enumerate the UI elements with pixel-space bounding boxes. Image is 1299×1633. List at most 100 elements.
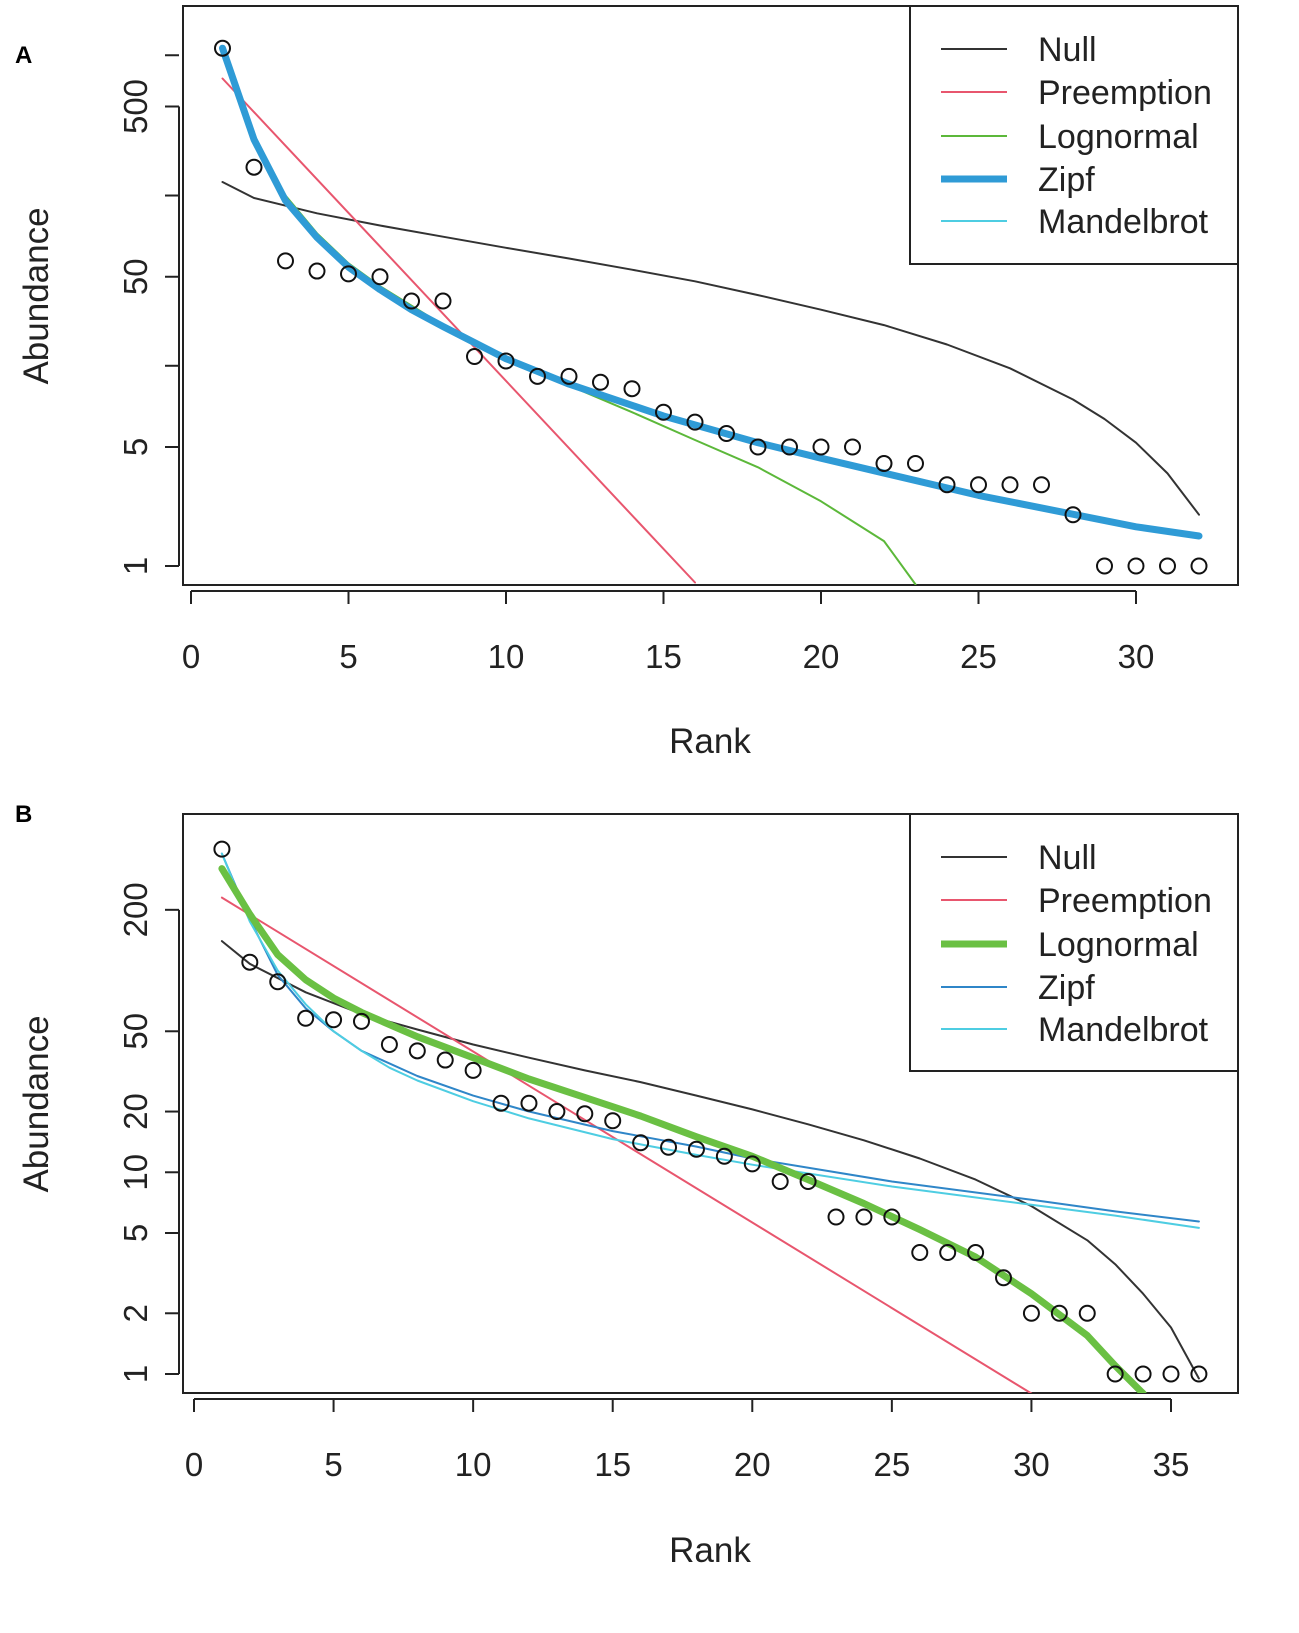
data-point [548,1103,566,1121]
data-point [241,953,259,971]
x-tick-label: 0 [185,1446,203,1483]
data-point [520,1094,538,1112]
panel-letter: B [15,801,32,828]
data-point [655,403,672,421]
x-tick-label: 10 [488,638,525,675]
series-line-zipf [220,852,1200,1223]
legend-label: Zipf [1038,161,1095,199]
data-point [245,158,263,176]
data-point [660,1138,678,1156]
data-point [269,973,287,991]
x-axis: 0 5 10 15 20 25 30 [182,590,1155,675]
data-point [781,438,798,456]
series-line-null [221,181,1200,516]
legend-label: Null [1038,31,1097,69]
y-axis-title: Abundance [17,1015,56,1192]
data-point [743,1155,761,1173]
data-point [352,1012,370,1030]
x-tick-label: 5 [324,1446,342,1483]
data-point [576,1105,594,1123]
x-tick-label: 15 [594,1446,631,1483]
data-point [1127,557,1145,575]
data-point [938,476,956,494]
y-tick-label: 1 [117,557,154,575]
x-tick-label: 25 [873,1446,910,1483]
observed-points [214,39,1208,575]
plot-frame [182,813,1239,1394]
data-point [939,1244,957,1262]
data-point [827,1208,845,1226]
data-point [436,1051,454,1069]
data-point [371,268,389,286]
y-tick-label: 20 [117,1093,154,1130]
data-point [1064,506,1082,524]
legend-label: Preemption [1038,882,1212,920]
y-tick-label: 2 [117,1304,154,1322]
data-point [623,380,641,398]
y-axis-title: Abundance [17,207,56,384]
data-point [855,1208,873,1226]
data-point [687,1140,705,1158]
data-point [604,1112,622,1130]
y-tick-label: 10 [117,1154,154,1191]
data-point [749,438,767,456]
x-tick-label: 35 [1153,1446,1190,1483]
data-point [1050,1304,1068,1322]
legend-label: Lognormal [1038,118,1199,156]
data-point [1033,476,1050,494]
series-line-lognormal [221,47,917,585]
legend-label: Zipf [1038,969,1095,1007]
data-point [718,425,735,443]
y-axis: 1 5 50 500 [117,54,180,575]
data-point [844,438,861,456]
panel-letter: A [15,42,32,69]
x-tick-label: 30 [1013,1446,1050,1483]
series-line-lognormal [218,865,1147,1393]
data-point [632,1134,650,1152]
data-point [907,454,924,472]
y-tick-label: 5 [117,1224,154,1242]
data-point [875,454,893,472]
data-point [1096,557,1113,575]
data-point [1190,557,1208,575]
x-tick-label: 30 [1118,638,1155,675]
legend-label: Mandelbrot [1038,1011,1209,1049]
data-point [403,292,420,310]
data-point [497,352,515,370]
x-tick-label: 10 [455,1446,492,1483]
x-axis-title: Rank [669,722,751,761]
model-lines [219,44,1203,585]
data-point [1190,1365,1208,1383]
data-point [970,476,987,494]
data-point [1022,1304,1040,1322]
data-point [995,1269,1013,1287]
y-tick-label: 50 [117,1013,154,1050]
x-tick-label: 5 [339,638,357,675]
x-tick-label: 25 [960,638,997,675]
legend-label: Mandelbrot [1038,203,1209,241]
y-tick-label: 5 [117,438,154,456]
data-point [1001,476,1019,494]
x-axis-title: Rank [669,1531,751,1570]
data-point [340,265,357,283]
data-point [464,1061,482,1079]
data-point [1106,1365,1124,1383]
data-point [715,1147,733,1165]
x-tick-label: 0 [182,638,200,675]
data-point [1159,557,1176,575]
x-tick-label: 15 [645,638,682,675]
data-point [1134,1365,1152,1383]
chart-panel-a: A0 5 10 15 20 25 301550500RankAbundanceNullPre… [15,5,1239,761]
data-point [560,367,578,385]
x-axis: 0 5 10 15 20 25 30 35 [185,1398,1190,1483]
data-point [799,1173,817,1191]
data-point [1162,1365,1180,1383]
data-point [967,1244,985,1262]
data-point [1078,1304,1096,1322]
data-point [592,373,609,391]
series-line-preemption [221,77,696,584]
y-tick-label: 200 [117,882,154,937]
data-point [771,1173,789,1191]
legend: Null Preemption Lognormal Zipf Mandelbrot [909,5,1239,265]
legend-label: Null [1038,839,1097,877]
